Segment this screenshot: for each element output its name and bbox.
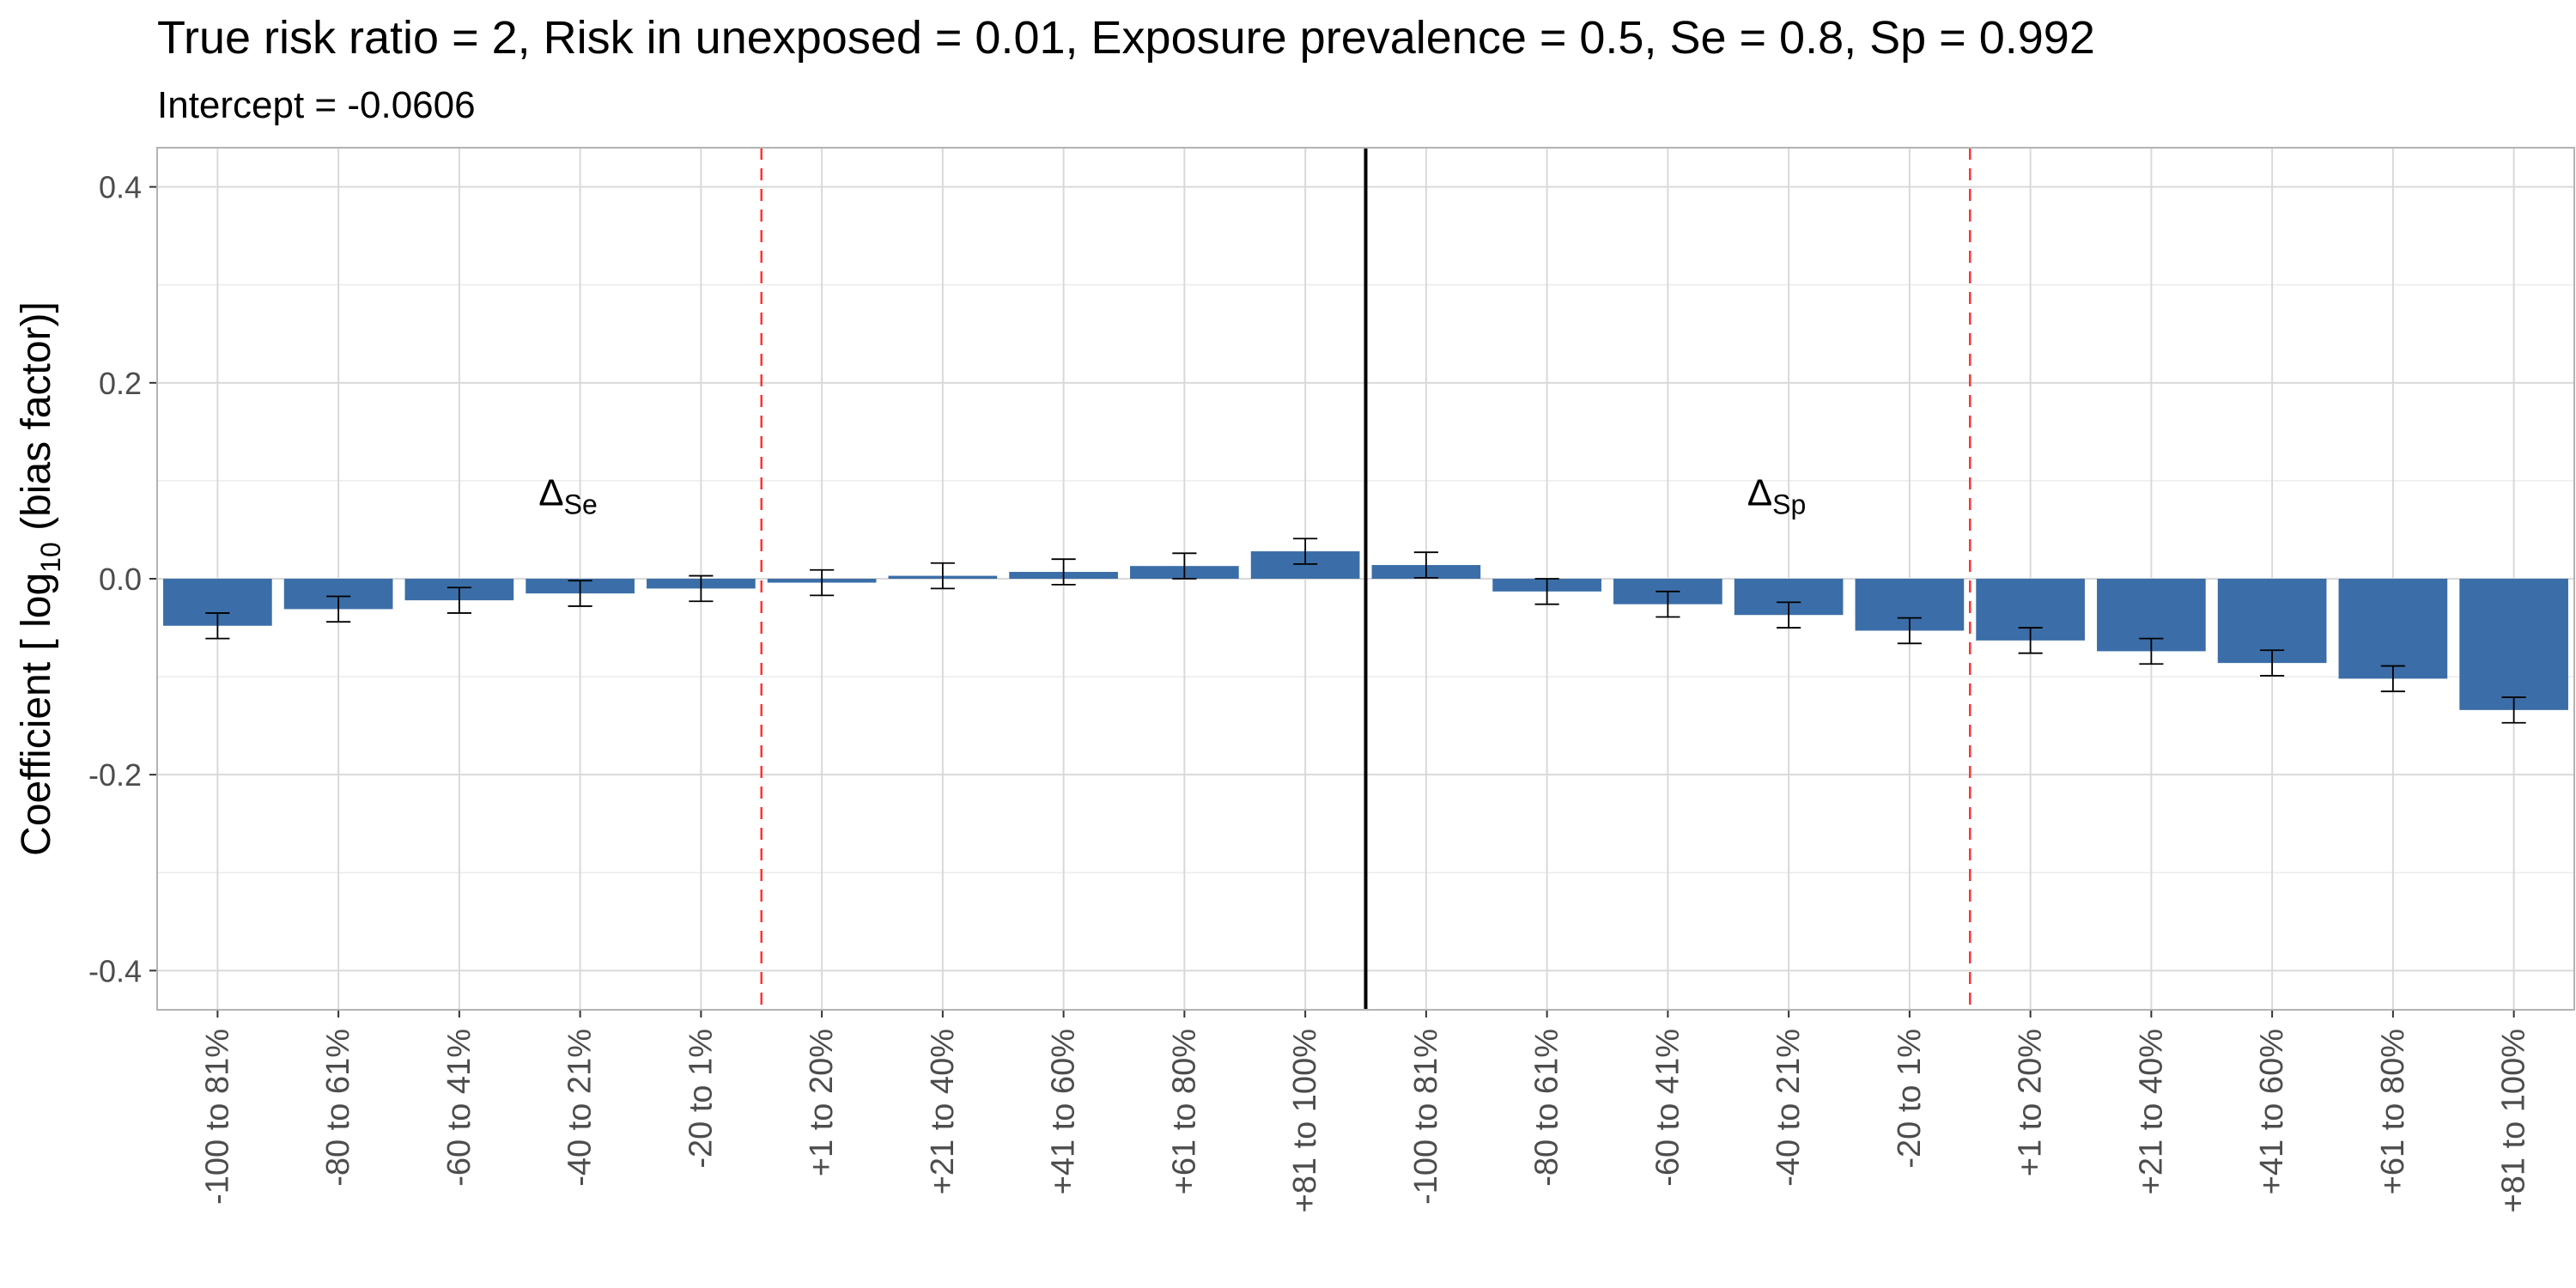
x-tick-label: -60 to 41% [441, 1029, 477, 1187]
x-tick-label: +21 to 40% [925, 1029, 961, 1194]
x-tick-label: -20 to 1% [1892, 1029, 1928, 1169]
bar [2459, 579, 2568, 710]
plot-panel-border [156, 147, 2575, 1011]
x-tick-label: -40 to 21% [562, 1029, 598, 1187]
x-tick-label: -100 to 81% [199, 1029, 235, 1205]
x-tick-label: -100 to 81% [1408, 1029, 1444, 1205]
x-tick-label: +61 to 80% [1166, 1029, 1202, 1194]
group-label-subscript: Se [564, 489, 598, 519]
x-tick-label: +81 to 100% [1287, 1029, 1323, 1212]
x-tick-label: +41 to 60% [1046, 1029, 1082, 1194]
x-tick-label: -40 to 21% [1771, 1029, 1807, 1187]
labels-layer: 0.4 0.2 0.0 -0.2 -0.4 -100 to 81% -80 to 61% -6… [88, 170, 2532, 1213]
x-tick-label: -20 to 1% [683, 1029, 719, 1169]
y-axis-title-prefix: Coefficient [ log [14, 573, 59, 856]
group-label: ΔSp [1747, 471, 1807, 519]
x-tick-label: +21 to 40% [2133, 1029, 2169, 1194]
x-tick-label: +61 to 80% [2375, 1029, 2411, 1194]
group-label: ΔSe [538, 471, 598, 519]
bar [2338, 579, 2448, 679]
y-tick-label: 0.4 [99, 170, 142, 205]
x-tick-label: -60 to 41% [1649, 1029, 1686, 1187]
y-axis-title: Coefficient [ log10 (bias factor)] [14, 301, 66, 856]
dividers-layer [760, 148, 1971, 1010]
x-tick-label: +81 to 100% [2496, 1029, 2532, 1212]
group-label-subscript: Sp [1772, 489, 1806, 519]
bar [2217, 579, 2327, 664]
group-label-delta: Δ [1747, 471, 1772, 513]
y-tick-label: 0.2 [99, 366, 142, 401]
x-tick-label: +1 to 20% [2013, 1029, 2049, 1176]
chart-subtitle: Intercept = -0.0606 [157, 84, 476, 126]
x-tick-label: -80 to 61% [320, 1029, 356, 1187]
error-bars-layer [205, 538, 2526, 724]
y-axis-title-suffix: (bias factor)] [14, 301, 59, 542]
y-tick-label: -0.2 [88, 757, 142, 793]
y-axis-title-subscript: 10 [35, 542, 66, 573]
x-tick-label: +41 to 60% [2254, 1029, 2290, 1194]
y-tick-label: -0.4 [88, 953, 142, 988]
x-tick-label: -80 to 61% [1529, 1029, 1565, 1187]
y-tick-label: 0.0 [99, 562, 142, 597]
bars-layer [163, 551, 2568, 710]
x-tick-label: +1 to 20% [804, 1029, 840, 1176]
group-label-delta: Δ [538, 471, 563, 513]
chart-title: True risk ratio = 2, Risk in unexposed =… [157, 12, 2095, 64]
